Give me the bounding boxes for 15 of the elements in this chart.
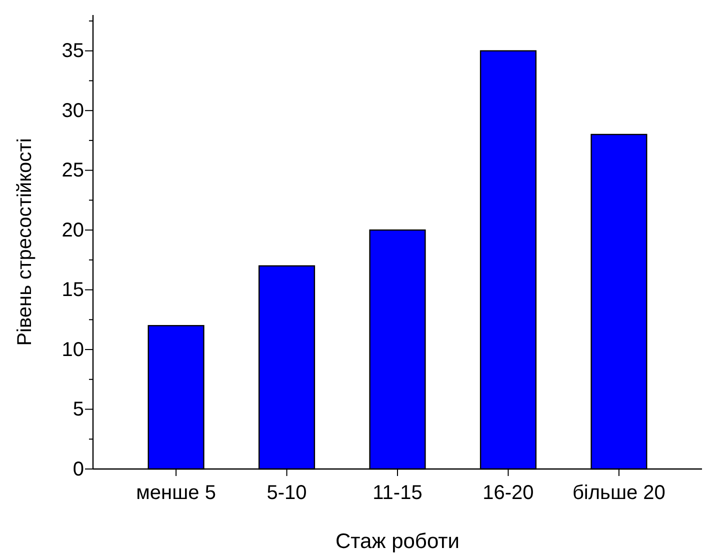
y-tick-label: 25 bbox=[62, 160, 84, 182]
x-tick-label: менше 5 bbox=[136, 482, 216, 504]
y-tick-label: 0 bbox=[72, 458, 84, 480]
y-tick-label: 35 bbox=[62, 40, 84, 62]
x-tick-label: більше 20 bbox=[572, 482, 666, 504]
y-tick-label: 30 bbox=[62, 100, 84, 122]
x-tick-label: 16-20 bbox=[482, 482, 534, 504]
y-tick-label: 5 bbox=[72, 398, 84, 421]
y-tick-label: 20 bbox=[62, 219, 84, 242]
x-tick-label: 5-10 bbox=[266, 482, 307, 504]
x-axis-title: Стаж роботи bbox=[335, 530, 460, 553]
y-axis-title: Рівень стресостійкості bbox=[14, 138, 36, 346]
y-tick-label: 15 bbox=[62, 279, 84, 302]
x-tick-label: 11-15 bbox=[372, 482, 422, 504]
y-tick-label: 10 bbox=[62, 338, 84, 361]
